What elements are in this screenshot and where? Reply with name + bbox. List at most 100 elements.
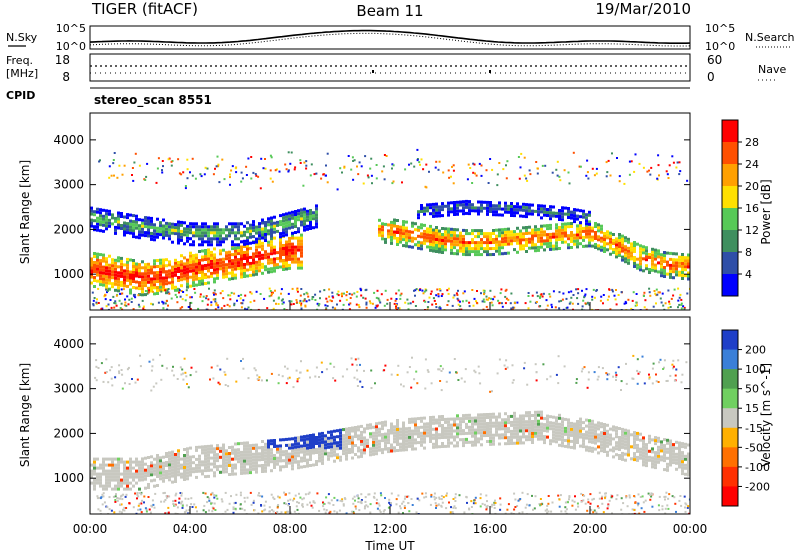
heatmap-cell <box>290 300 293 303</box>
heatmap-cell <box>632 291 635 294</box>
heatmap-cell <box>231 274 234 278</box>
heatmap-cell <box>585 222 588 226</box>
heatmap-cell <box>207 450 210 454</box>
heatmap-cell <box>663 275 666 278</box>
heatmap-cell <box>561 206 564 210</box>
heatmap-cell <box>264 466 267 470</box>
heatmap-cell <box>183 242 186 246</box>
heatmap-cell <box>582 209 585 213</box>
heatmap-cell <box>376 305 379 308</box>
heatmap-cell <box>576 242 579 246</box>
heatmap-cell <box>441 242 444 245</box>
heatmap-cell <box>120 271 123 275</box>
heatmap-cell <box>587 177 590 180</box>
heatmap-cell <box>525 215 528 219</box>
heatmap-cell <box>225 228 228 232</box>
heatmap-cell <box>416 148 419 151</box>
heatmap-cell <box>621 454 624 458</box>
heatmap-cell <box>420 440 423 444</box>
heatmap-cell <box>192 455 195 459</box>
heatmap-cell <box>489 442 492 446</box>
velocity-heatmap <box>90 354 690 514</box>
heatmap-cell <box>141 284 144 288</box>
heatmap-cell <box>402 442 405 446</box>
heatmap-cell <box>120 268 123 272</box>
heatmap-cell <box>264 463 267 467</box>
heatmap-cell <box>150 280 153 284</box>
heatmap-cell <box>222 443 225 447</box>
heatmap-cell <box>206 496 209 499</box>
heatmap-cell <box>659 297 662 300</box>
heatmap-cell <box>438 160 441 163</box>
heatmap-cell <box>477 422 480 426</box>
heatmap-cell <box>178 291 180 294</box>
heatmap-cell <box>480 164 483 167</box>
heatmap-cell <box>567 442 570 446</box>
heatmap-cell <box>210 240 213 244</box>
heatmap-cell <box>296 287 299 290</box>
heatmap-cell <box>141 457 144 461</box>
heatmap-cell <box>325 164 327 167</box>
heatmap-cell <box>546 242 549 246</box>
heatmap-cell <box>217 165 220 168</box>
heatmap-cell <box>183 256 186 260</box>
heatmap-cell <box>387 429 390 433</box>
heatmap-cell <box>253 299 256 302</box>
heatmap-cell <box>567 445 570 449</box>
heatmap-cell <box>561 417 564 421</box>
heatmap-cell <box>558 212 561 215</box>
heatmap-cell <box>429 440 432 443</box>
heatmap-cell <box>303 459 306 463</box>
heatmap-cell <box>229 298 232 301</box>
heatmap-cell <box>171 283 174 287</box>
heatmap-cell <box>283 491 286 494</box>
heatmap-cell <box>192 278 195 282</box>
heatmap-cell <box>675 270 678 274</box>
heatmap-cell <box>291 236 294 240</box>
heatmap-cell <box>447 432 450 436</box>
heatmap-cell <box>291 446 294 450</box>
heatmap-cell <box>231 165 234 168</box>
heatmap-cell <box>600 449 603 453</box>
heatmap-cell <box>117 211 120 215</box>
heatmap-cell <box>297 245 300 249</box>
heatmap-cell <box>135 481 138 485</box>
heatmap-cell <box>441 293 444 296</box>
heatmap-cell <box>358 306 361 309</box>
heatmap-cell <box>399 445 402 449</box>
heatmap-cell <box>567 210 570 213</box>
heatmap-cell <box>573 422 576 426</box>
heatmap-cell <box>180 254 183 258</box>
heatmap-cell <box>134 381 137 384</box>
heatmap-cell <box>474 428 477 432</box>
heatmap-cell <box>531 246 534 250</box>
heatmap-cell <box>285 455 288 459</box>
heatmap-cell <box>288 242 291 246</box>
heatmap-cell <box>183 227 186 231</box>
heatmap-cell <box>94 376 97 379</box>
heatmap-cell <box>579 426 582 430</box>
heatmap-cell <box>639 244 642 248</box>
heatmap-cell <box>267 448 270 452</box>
heatmap-cell <box>423 434 426 438</box>
heatmap-cell <box>486 203 489 207</box>
heatmap-cell <box>609 174 612 177</box>
heatmap-cell <box>585 226 588 230</box>
heatmap-cell <box>324 452 327 456</box>
heatmap-cell <box>126 481 129 485</box>
heatmap-cell <box>306 212 309 216</box>
heatmap-cell <box>183 460 186 463</box>
heatmap-cell <box>111 466 114 470</box>
heatmap-cell <box>118 370 120 373</box>
heatmap-cell <box>171 456 174 460</box>
heatmap-cell <box>96 207 99 211</box>
heatmap-cell <box>231 451 234 455</box>
heatmap-cell <box>189 237 192 241</box>
heatmap-cell <box>222 228 225 232</box>
heatmap-cell <box>195 448 198 452</box>
heatmap-cell <box>159 221 162 225</box>
heatmap-cell <box>315 442 318 445</box>
heatmap-cell <box>240 263 243 267</box>
heatmap-cell <box>351 363 354 366</box>
heatmap-cell <box>422 168 425 171</box>
